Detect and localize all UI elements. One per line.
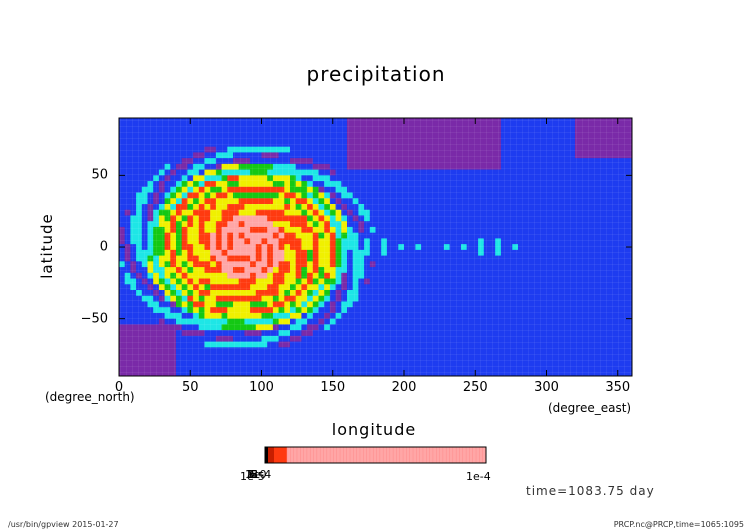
precipitation-field xyxy=(119,118,632,376)
grid-overlay xyxy=(119,118,632,376)
colorbar-tick-label: 5 xyxy=(248,468,255,481)
x-axis-label: longitude xyxy=(0,420,752,439)
colorbar-tick-label: 1 xyxy=(245,468,252,481)
y-tick-label: 50 xyxy=(91,167,108,183)
x-tick-label: 0 xyxy=(114,380,124,395)
colorbar-frame xyxy=(264,446,487,464)
colorbar-segment xyxy=(268,447,274,463)
x-tick-label: 150 xyxy=(320,380,346,395)
footer-command: /usr/bin/gpview 2015-01-27 xyxy=(8,520,119,529)
time-annotation: time=1083.75 day xyxy=(526,484,655,498)
y-axis-unit: (degree_north) xyxy=(45,390,135,404)
footer-source: PRCP.nc@PRCP,time=1065:1095 xyxy=(613,520,744,529)
colorbar-min-label: 1e-5 xyxy=(240,470,265,483)
colorbar-tick-label: 8 xyxy=(251,468,258,481)
colorbar-tick-label: 10 xyxy=(253,468,267,481)
colorbar-segment xyxy=(265,447,268,463)
x-axis-label-text: longitude xyxy=(331,420,417,439)
x-tick-label: 200 xyxy=(391,380,417,395)
colorbar-tick-label: 1e-4 xyxy=(247,468,272,481)
chart-title: precipitation xyxy=(306,62,446,86)
x-tick-label: 50 xyxy=(181,380,199,395)
y-tick-label: −50 xyxy=(80,311,108,327)
x-axis-ticks xyxy=(118,118,619,376)
y-tick-label: 0 xyxy=(99,239,108,255)
x-axis-unit: (degree_east) xyxy=(548,401,632,415)
x-tick-label: 100 xyxy=(249,380,274,395)
colorbar-tick-label: 6 xyxy=(250,468,257,481)
y-axis-label: latitude xyxy=(38,213,56,279)
colorbar-max-label: 1e-4 xyxy=(466,470,491,483)
x-tick-label: 350 xyxy=(605,380,631,395)
x-tick-label: 300 xyxy=(534,380,559,395)
x-tick-label: 250 xyxy=(462,380,488,395)
y-axis-ticks xyxy=(119,174,632,320)
colorbar-segment xyxy=(274,447,287,463)
